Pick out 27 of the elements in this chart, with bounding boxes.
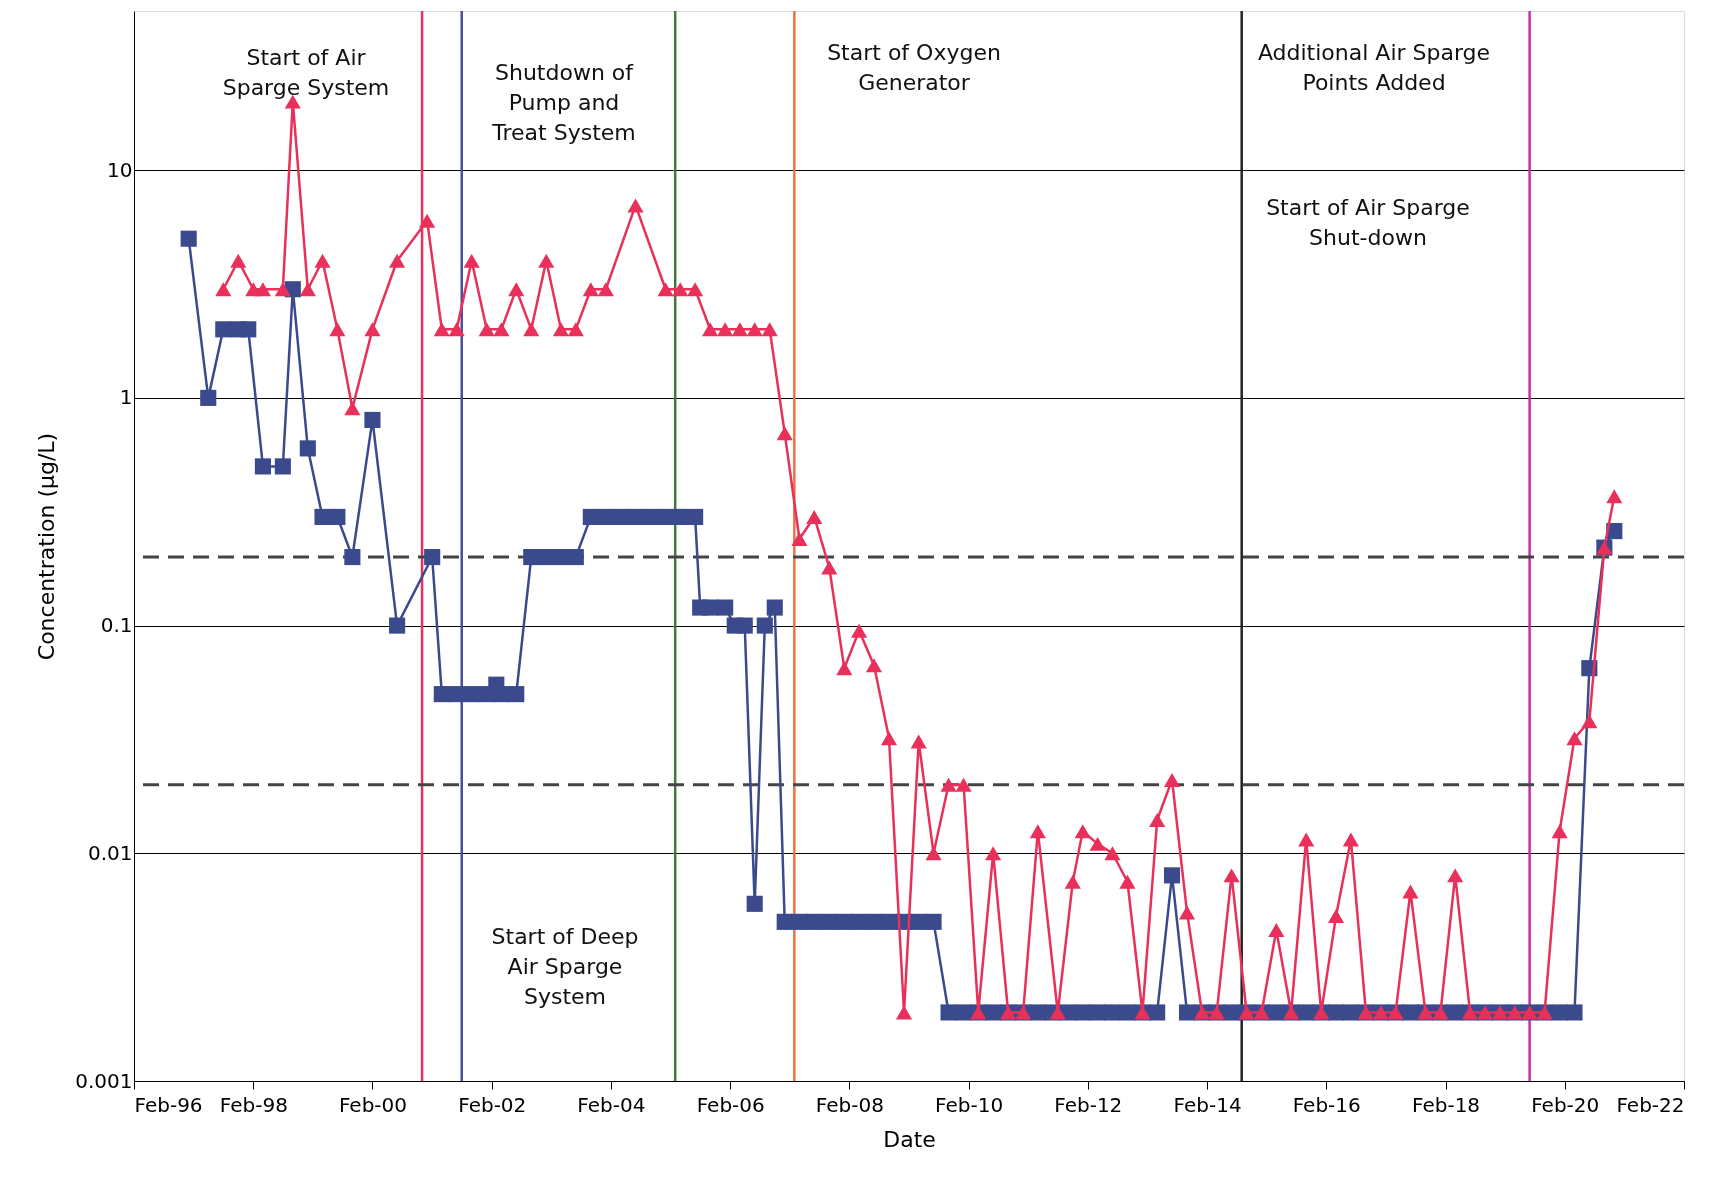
x-tick-label: Feb-06 [696, 1092, 765, 1117]
y-tick-label: 10 [107, 157, 133, 182]
annotation: Start of Deep Air Sparge System [491, 924, 639, 1009]
x-tick-label: Feb-14 [1173, 1092, 1242, 1117]
y-tick-label: 0.1 [100, 613, 133, 638]
y-tick-label: 0.01 [87, 840, 133, 865]
x-tick-label: Feb-02 [458, 1092, 527, 1117]
annotation: Additional Air Sparge Points Added [1257, 40, 1491, 95]
x-tick-label: Feb-10 [935, 1092, 1004, 1117]
annotation: Shutdown of Pump and Treat System [491, 60, 636, 145]
x-tick-label: Feb-08 [815, 1092, 884, 1117]
x-tick-label: Feb-16 [1292, 1092, 1361, 1117]
y-tick-label: 1 [119, 385, 133, 410]
annotation: Start of Oxygen Generator [827, 40, 1001, 95]
y-tick-label: 0.001 [75, 1068, 133, 1093]
x-axis-title: Date [883, 1126, 936, 1152]
x-tick-label: Feb-12 [1054, 1092, 1123, 1117]
annotation: Start of Air Sparge Shut-down [1266, 195, 1470, 250]
annotation: Start of Air Sparge System [222, 45, 390, 100]
x-tick-label: Feb-20 [1531, 1092, 1600, 1117]
x-tick-label: Feb-18 [1412, 1092, 1481, 1117]
y-axis-title: Concentration (µg/L) [34, 432, 60, 661]
x-tick-label: Feb-04 [577, 1092, 646, 1117]
x-tick-label: Feb-96 [134, 1092, 203, 1117]
x-tick-label: Feb-22 [1616, 1092, 1685, 1117]
x-tick-label: Feb-98 [219, 1092, 288, 1117]
x-tick-label: Feb-00 [338, 1092, 407, 1117]
